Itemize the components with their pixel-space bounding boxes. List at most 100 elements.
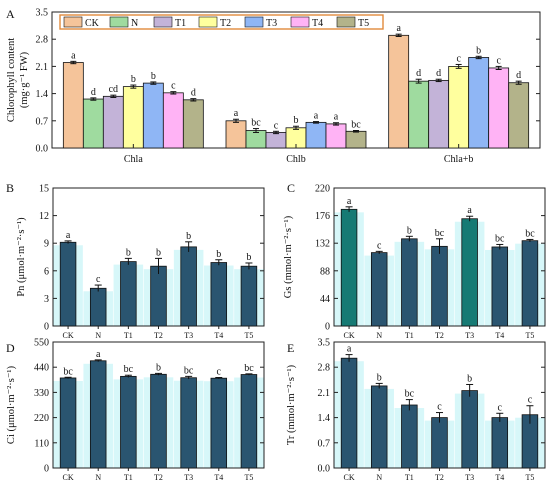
panel-c-gs: C 0 44 88 132 176 220 Gs (mmol·m⁻²·s⁻¹) a CK c Nb T… [283, 181, 546, 340]
panel-E-ytick-label: 0.7 [318, 438, 331, 449]
panel-B-sig-letter: b [246, 252, 251, 263]
panel-B-sig-letter: b [186, 231, 191, 242]
panel-E-sig-letter: a [347, 344, 352, 355]
panel-b-label: B [6, 181, 14, 195]
panel-a-bar-chlb-t5 [345, 130, 367, 149]
legend-swatch-n [109, 16, 129, 28]
panel-B-sig-letter: b [156, 247, 161, 258]
panel-D-xtick-label: T1 [124, 473, 133, 482]
panel-a-bar-chla-t1 [102, 95, 124, 149]
panel-E-sig-letter: c [437, 402, 442, 413]
panel-C-sig-letter: bc [525, 228, 535, 239]
panel-e-label: E [287, 341, 294, 355]
legend-label-n: N [131, 18, 138, 29]
panel-E-bar-t4 [491, 417, 509, 469]
panel-a-group-label: Chla [124, 154, 143, 165]
panel-E-bar-t1 [401, 404, 418, 469]
panel-a-ytick-label: 3.5 [36, 8, 49, 19]
panel-C-ytick-label: 176 [315, 211, 330, 222]
panel-B-sig-letter: a [66, 230, 71, 241]
panel-C-bar-t4 [491, 246, 509, 327]
panel-a-sig-letter: c [456, 53, 461, 64]
panel-C-xtick-label: T1 [405, 331, 414, 340]
panel-a-sig-letter: b [476, 45, 481, 56]
panel-C-bar-t1 [401, 238, 418, 327]
panel-a-chlorophyll: A 0.0 0.7 1.4 2.1 2.8 3.5 Chlorophyll content(… [6, 7, 541, 165]
panel-B-sig-letter: b [126, 247, 131, 258]
panel-B-bar-t3 [180, 246, 197, 327]
panel-a-bar-chla-t5 [182, 99, 204, 149]
panel-a-sig-letter: d [416, 68, 421, 79]
panel-e-tr: E 0.0 0.7 1.4 2.1 2.8 3.5 Tr (mmol·m⁻²·s⁻¹) a CK… [286, 338, 546, 482]
panel-E-xtick-label: T3 [465, 473, 474, 482]
panel-a-bar-chla-b-t4 [488, 67, 510, 149]
panel-D-ytick-label: 0 [44, 464, 49, 475]
panel-E-xtick-label: T1 [405, 473, 414, 482]
panel-C-ytick-label: 44 [320, 294, 330, 305]
panel-B-xtick-label: T3 [184, 331, 193, 340]
panel-D-ytick-label: 110 [34, 438, 49, 449]
panel-E-bar-t2 [431, 417, 448, 469]
panel-B-bar-t2 [150, 265, 167, 327]
panel-a-sig-letter: a [314, 111, 319, 122]
panel-a-bar-chla-t2 [122, 86, 144, 149]
panel-a-sig-letter: b [294, 115, 299, 126]
panel-a-sig-letter: a [334, 112, 339, 123]
panel-a-group-label: Chla+b [444, 154, 474, 165]
panel-a-ytick-label: 2.1 [36, 62, 49, 73]
panel-B-ytick-label: 9 [44, 239, 49, 250]
panel-C-bar-t5 [521, 240, 539, 327]
legend-swatch-t4 [290, 16, 310, 28]
panel-a-ytick-label: 1.4 [36, 89, 49, 100]
panel-C-ylabel: Gs (mmol·m⁻²·s⁻¹) [283, 215, 294, 298]
panel-B-ylabel: Pn (μmol·m⁻²·s⁻¹) [16, 217, 27, 297]
legend-label-t2: T2 [220, 18, 231, 29]
panel-a-sig-letter: d [436, 68, 441, 79]
panel-C-sig-letter: a [347, 196, 352, 207]
panel-a-ytick-label: 0.0 [36, 144, 49, 155]
panel-D-sig-letter: bc [63, 366, 73, 377]
panel-C-sig-letter: a [467, 205, 472, 216]
panel-a-sig-letter: d [191, 88, 196, 99]
panel-B-xtick-label: T1 [124, 331, 133, 340]
panel-E-sig-letter: b [377, 372, 382, 383]
legend-swatch-t2 [198, 16, 218, 28]
panel-C-ytick-label: 132 [315, 239, 330, 250]
panel-C-sig-letter: bc [435, 228, 445, 239]
panel-E-ytick-label: 2.1 [318, 388, 331, 399]
panel-D-bar-t3 [180, 377, 197, 469]
panel-C-bar-ck [340, 208, 358, 327]
legend-swatch-t5 [336, 16, 356, 28]
panel-B-bar-t4 [210, 262, 228, 327]
panel-a-ylabel-unit: (mg·g⁻¹ FW) [19, 51, 30, 108]
panel-C-xtick-label: CK [344, 331, 355, 340]
panel-B-ytick-label: 12 [39, 211, 49, 222]
panel-a-sig-letter: b [151, 71, 156, 82]
panel-a-bar-chlb-n [245, 130, 267, 149]
legend-label-t1: T1 [175, 18, 186, 29]
panel-b-pn: B 0 3 6 9 12 15 Pn (μmol·m⁻²·s⁻¹) a CK c Nb T1 b T2 b T… [6, 181, 265, 340]
panel-a-bar-chla-t4 [162, 92, 184, 149]
panel-E-ylabel: Tr (mmol·m⁻²·s⁻¹) [286, 364, 297, 445]
panel-a-bar-chla-b-t1 [428, 79, 450, 149]
panel-E-ytick-label: 3.5 [318, 338, 331, 349]
panel-C-xtick-label: T4 [495, 331, 504, 340]
panel-E-bar-t3 [461, 390, 478, 469]
panel-D-xtick-label: T3 [184, 473, 193, 482]
panel-E-xtick-label: N [376, 473, 382, 482]
panel-E-sig-letter: c [528, 395, 533, 406]
panel-B-bar-n [89, 287, 107, 327]
panel-a-sig-letter: cd [109, 84, 118, 95]
panel-D-ytick-label: 220 [34, 413, 49, 424]
panel-a-group-label: Chlb [286, 154, 305, 165]
panel-E-xtick-label: T2 [435, 473, 444, 482]
panel-D-ylabel: Ci (μmol·m⁻²·s⁻¹) [6, 365, 17, 444]
panel-a-sig-letter: a [396, 23, 401, 34]
panel-B-xtick-label: T2 [154, 331, 163, 340]
panel-a-bar-chla-b-t5 [508, 82, 530, 149]
panel-E-xtick-label: T4 [495, 473, 504, 482]
panel-B-xtick-label: N [95, 331, 101, 340]
panel-d-label: D [6, 341, 15, 355]
